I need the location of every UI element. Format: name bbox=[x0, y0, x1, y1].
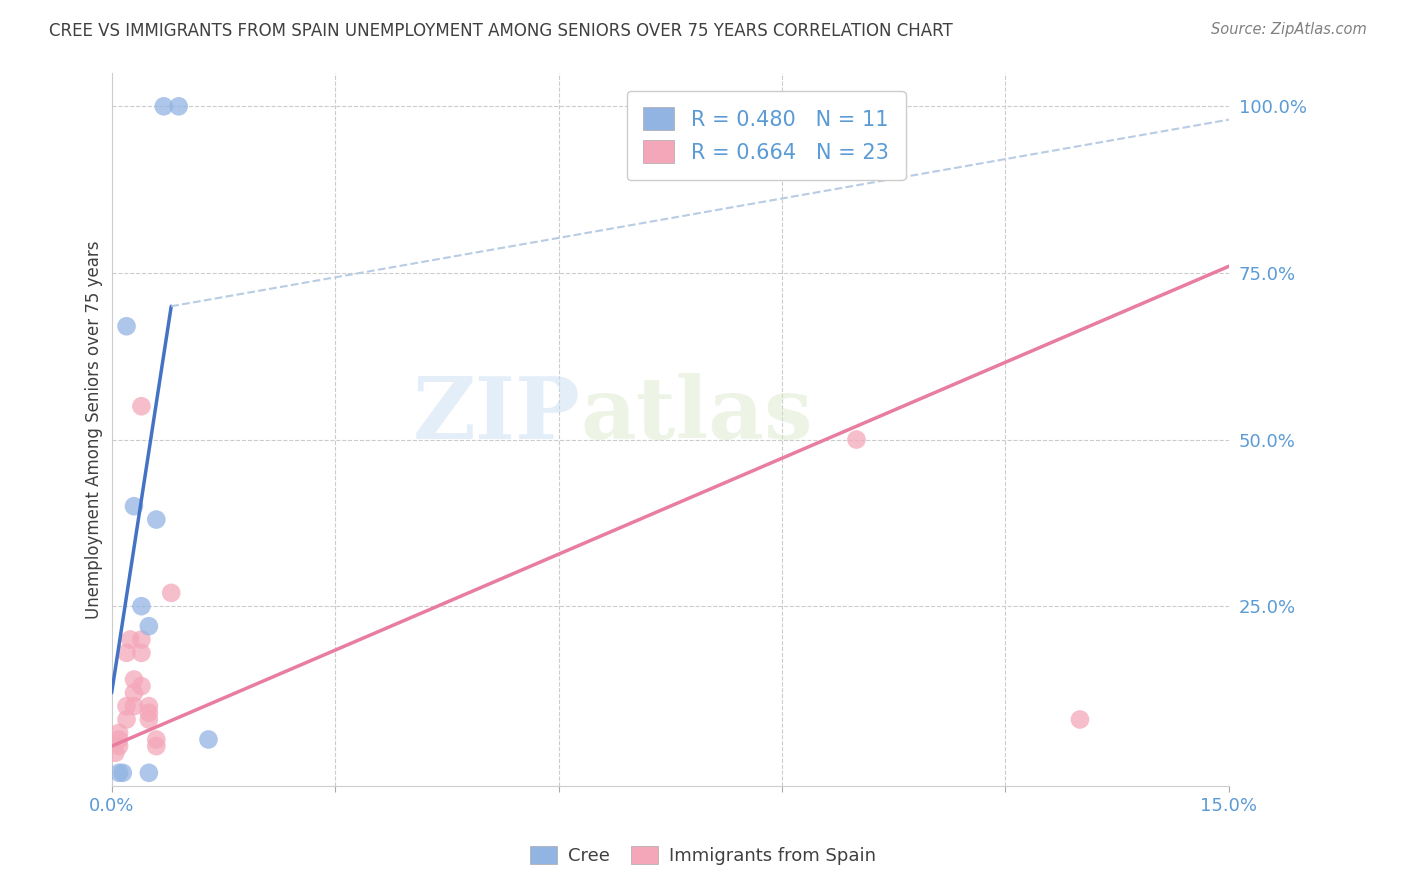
Point bbox=[122, 699, 145, 714]
Point bbox=[108, 765, 131, 780]
Point bbox=[138, 713, 160, 727]
Y-axis label: Unemployment Among Seniors over 75 years: Unemployment Among Seniors over 75 years bbox=[86, 240, 103, 619]
Point bbox=[197, 732, 219, 747]
Point bbox=[152, 99, 174, 113]
Point bbox=[108, 732, 131, 747]
Text: atlas: atlas bbox=[581, 373, 814, 458]
Point bbox=[111, 765, 134, 780]
Point bbox=[131, 679, 153, 693]
Point bbox=[131, 599, 153, 614]
Point bbox=[167, 99, 190, 113]
Point bbox=[104, 746, 127, 760]
Text: CREE VS IMMIGRANTS FROM SPAIN UNEMPLOYMENT AMONG SENIORS OVER 75 YEARS CORRELATI: CREE VS IMMIGRANTS FROM SPAIN UNEMPLOYME… bbox=[49, 22, 953, 40]
Point bbox=[145, 732, 167, 747]
Point bbox=[122, 500, 145, 514]
Point bbox=[131, 632, 153, 647]
Point bbox=[160, 586, 183, 600]
Point bbox=[108, 739, 131, 753]
Point bbox=[115, 319, 138, 334]
Point bbox=[115, 646, 138, 660]
Text: Source: ZipAtlas.com: Source: ZipAtlas.com bbox=[1211, 22, 1367, 37]
Point bbox=[115, 713, 138, 727]
Point bbox=[131, 646, 153, 660]
Point bbox=[108, 726, 131, 740]
Point bbox=[145, 512, 167, 526]
Point bbox=[122, 673, 145, 687]
Legend: R = 0.480   N = 11, R = 0.664   N = 23: R = 0.480 N = 11, R = 0.664 N = 23 bbox=[627, 90, 905, 179]
Point bbox=[845, 433, 868, 447]
Legend: Cree, Immigrants from Spain: Cree, Immigrants from Spain bbox=[520, 837, 886, 874]
Text: ZIP: ZIP bbox=[413, 373, 581, 458]
Point bbox=[131, 399, 153, 413]
Point bbox=[115, 699, 138, 714]
Point bbox=[1069, 713, 1091, 727]
Point bbox=[122, 686, 145, 700]
Point bbox=[138, 699, 160, 714]
Point bbox=[138, 619, 160, 633]
Point bbox=[138, 706, 160, 720]
Point bbox=[138, 765, 160, 780]
Point bbox=[120, 632, 142, 647]
Point bbox=[145, 739, 167, 753]
